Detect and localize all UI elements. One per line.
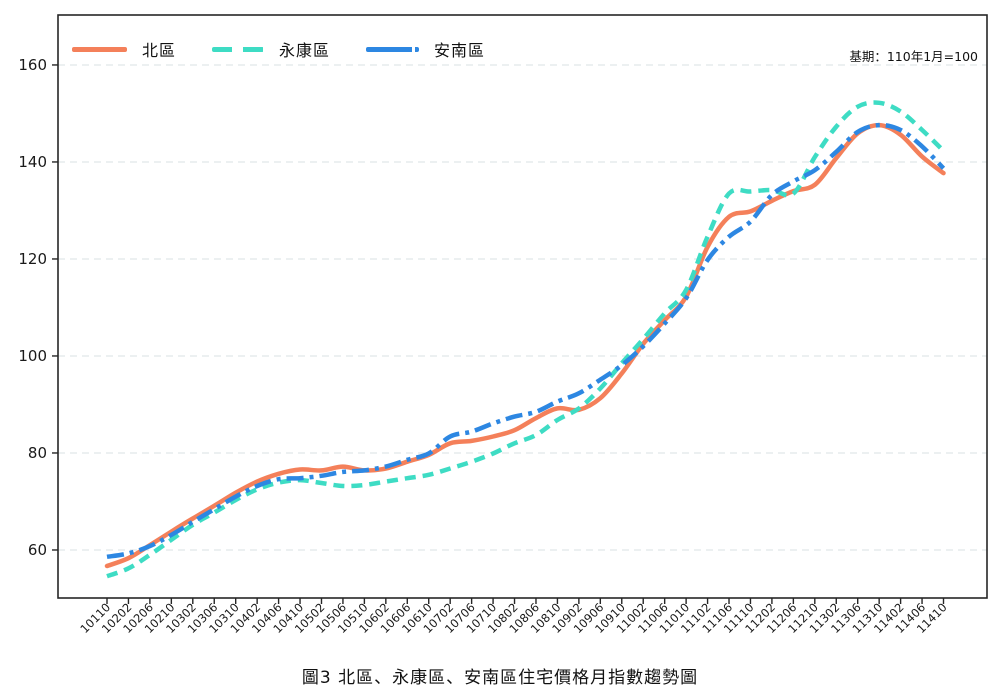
y-tick-label: 140 [18,153,47,171]
y-tick-label: 100 [18,347,47,365]
legend-line-sample-dashed [212,46,265,52]
legend-line-sample-solid [72,46,127,52]
legend: 北區 永康區 安南區 [72,37,485,61]
y-tick-label: 80 [28,444,47,462]
legend-item-annan: 安南區 [366,37,485,61]
legend-label: 永康區 [279,41,331,60]
legend-line-sample-dashdot [366,46,420,52]
series-line-北區 [104,122,946,569]
legend-item-yongkang: 永康區 [212,37,330,61]
chart-title: 圖3 北區、永康區、安南區住宅價格月指數趨勢圖 [301,668,699,688]
plot-border [57,14,988,599]
legend-label: 北區 [142,41,177,60]
y-tick-label: 120 [18,250,47,268]
base-period-note: 基期：110年1月=100 [849,49,978,64]
series-line-永康區 [106,100,946,579]
legend-item-north: 北區 [72,37,176,61]
y-tick-label: 160 [18,56,47,74]
y-tick-label: 60 [28,541,47,559]
series-line-安南區 [106,122,946,560]
legend-label: 安南區 [434,41,486,60]
